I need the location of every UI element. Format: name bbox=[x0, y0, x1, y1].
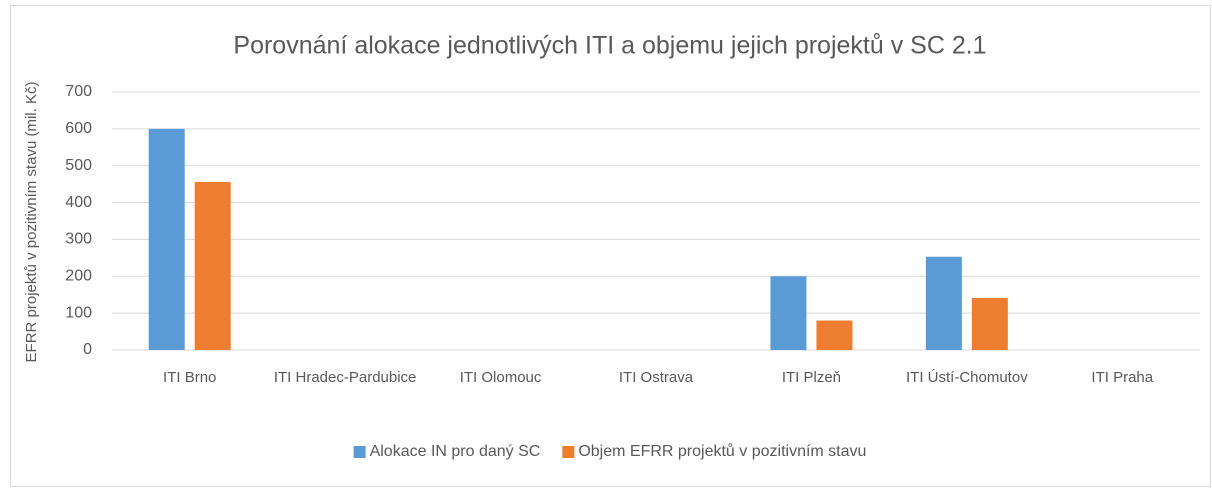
x-tick-label-box: ITI Ústí-Chomutov bbox=[906, 369, 1028, 386]
y-tick-label: 400 bbox=[65, 194, 92, 211]
x-tick-label-box: ITI Brno bbox=[163, 369, 217, 386]
legend-label: Objem EFRR projektů v pozitivním stavu bbox=[578, 442, 866, 460]
bar bbox=[816, 320, 853, 350]
bar bbox=[194, 181, 231, 350]
x-tick-label: ITI Plzeň bbox=[781, 369, 841, 386]
x-tick-label: ITI Ústí-Chomutov bbox=[906, 369, 1028, 386]
y-tick-label: 100 bbox=[65, 304, 92, 321]
bar bbox=[148, 128, 185, 350]
y-tick-label: 0 bbox=[83, 341, 92, 358]
x-tick-label-box: ITI Olomouc bbox=[459, 369, 542, 386]
x-tick-label: ITI Hradec-Pardubice bbox=[273, 369, 417, 386]
x-tick-label: ITI Praha bbox=[1091, 369, 1154, 386]
x-tick-label-box: ITI Praha bbox=[1091, 369, 1154, 386]
y-tick-label: 200 bbox=[65, 268, 92, 285]
y-tick-label: 500 bbox=[65, 157, 92, 174]
legend-label: Alokace IN pro daný SC bbox=[370, 443, 541, 460]
bar bbox=[770, 276, 807, 350]
y-tick-label: 300 bbox=[65, 231, 92, 248]
legend-swatch bbox=[562, 446, 575, 458]
x-tick-label: ITI Brno bbox=[163, 369, 217, 386]
chart-title: Porovnání alokace jednotlivých ITI a obj… bbox=[233, 32, 986, 60]
bar bbox=[971, 298, 1008, 350]
x-tick-label-box: ITI Ostrava bbox=[618, 369, 694, 386]
legend: Alokace IN pro daný SC Objem EFRR projekt… bbox=[353, 442, 866, 460]
y-axis-label: EFRR projektů v pozitivním stavu (mil. K… bbox=[23, 82, 40, 363]
x-tick-label-box: ITI Hradec-Pardubice bbox=[273, 369, 417, 386]
legend-swatch bbox=[353, 446, 366, 458]
y-tick-label: 700 bbox=[65, 83, 92, 100]
x-tick-label-box: ITI Plzeň bbox=[781, 369, 841, 386]
x-tick-label: ITI Ostrava bbox=[618, 369, 694, 386]
y-tick-label: 600 bbox=[65, 120, 92, 137]
x-tick-label: ITI Olomouc bbox=[459, 369, 542, 386]
bar bbox=[925, 256, 962, 350]
